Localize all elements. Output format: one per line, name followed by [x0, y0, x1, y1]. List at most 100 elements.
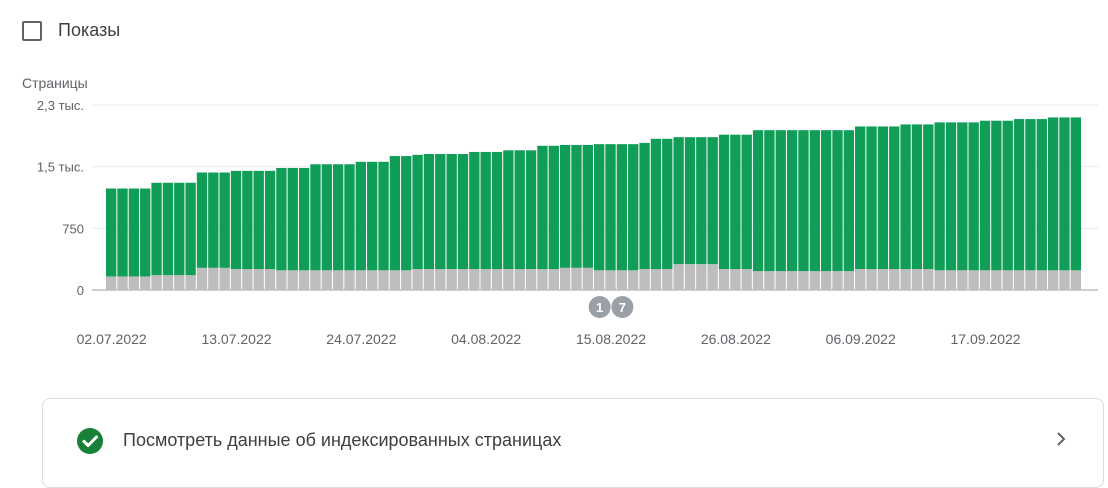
bar-segment-indexed [786, 130, 798, 272]
bar-segment-indexed [117, 188, 128, 277]
bar-segment-not-indexed [219, 267, 230, 290]
bar-segment-indexed [242, 170, 253, 270]
bar-segment-indexed [230, 170, 242, 270]
bar-segment-indexed [457, 154, 469, 270]
bar-segment-indexed [957, 122, 968, 271]
bar-segment-indexed [310, 164, 321, 271]
bar-segment-indexed [775, 130, 786, 272]
bar-segment-indexed [1070, 117, 1081, 271]
bar-segment-not-indexed [503, 269, 514, 290]
bar-segment-indexed [650, 138, 662, 270]
bar-segment-indexed [469, 151, 480, 270]
bar-segment-indexed [741, 134, 752, 270]
bar-segment-not-indexed [741, 269, 752, 290]
bar-segment-indexed [571, 144, 582, 268]
bar-segment-not-indexed [764, 271, 775, 290]
bar-segment-indexed [355, 161, 367, 271]
bar-segment-indexed [264, 170, 276, 270]
bar-segment-indexed [798, 130, 809, 272]
x-tick-label: 15.08.2022 [576, 331, 646, 347]
bar-segment-indexed [321, 164, 332, 271]
bar-segment-not-indexed [332, 270, 344, 290]
bar-segment-indexed [752, 130, 764, 272]
bar-segment-not-indexed [752, 271, 764, 290]
bar-segment-not-indexed [151, 275, 162, 290]
indexed-pages-link-card[interactable]: Посмотреть данные об индексированных стр… [42, 398, 1104, 488]
bar-segment-not-indexed [253, 269, 264, 290]
bar-segment-indexed [991, 120, 1002, 271]
bar-segment-indexed [820, 130, 832, 272]
bar-segment-not-indexed [559, 267, 571, 290]
bar-segment-not-indexed [423, 269, 435, 290]
annotation-marker[interactable] [588, 296, 611, 318]
bar-segment-not-indexed [1013, 270, 1025, 290]
impressions-checkbox[interactable] [22, 20, 42, 41]
bar-segment-indexed [276, 167, 287, 271]
bar-segment-indexed [298, 167, 310, 271]
y-tick-label: 0 [77, 283, 84, 298]
bar-segment-indexed [616, 144, 628, 271]
bar-segment-not-indexed [480, 269, 491, 290]
bar-segment-not-indexed [855, 269, 866, 290]
chevron-right-icon[interactable] [1051, 429, 1071, 449]
bar-segment-indexed [889, 126, 900, 270]
bar-segment-indexed [128, 188, 140, 277]
bar-segment-indexed [525, 150, 537, 270]
bar-segment-not-indexed [106, 276, 117, 290]
bar-segment-not-indexed [298, 270, 310, 290]
bar-segment-indexed [1002, 120, 1013, 271]
bar-segment-not-indexed [934, 270, 945, 290]
bar-segment-indexed [911, 124, 923, 270]
bar-segment-indexed [639, 142, 650, 270]
bar-segment-indexed [900, 124, 911, 270]
indexed-pages-link-label: Посмотреть данные об индексированных стр… [123, 430, 562, 450]
x-tick-label: 17.09.2022 [950, 331, 1020, 347]
bar-segment-indexed [140, 188, 151, 277]
bar-segment-not-indexed [208, 267, 219, 290]
y-tick-label: 750 [62, 221, 84, 236]
bar-segment-not-indexed [696, 264, 707, 290]
bar-segment-not-indexed [196, 267, 208, 290]
bar-segment-not-indexed [628, 270, 639, 290]
x-axis-labels: 02.07.2022 13.07.2022 24.07.2022 04.08.2022… [77, 331, 1021, 347]
bar-segment-indexed [843, 130, 855, 272]
bar-segment-not-indexed [979, 270, 991, 290]
bar-segment-not-indexed [412, 269, 423, 290]
bar-segment-indexed [548, 145, 559, 270]
bar-segment-indexed [605, 144, 616, 271]
bar-segment-indexed [594, 144, 605, 271]
y-tick-label: 1,5 тыс. [37, 160, 84, 175]
bar-segment-not-indexed [1070, 270, 1081, 290]
y-tick-label: 2,3 тыс. [37, 98, 84, 113]
impressions-toggle[interactable]: Показы [22, 20, 120, 41]
bar-segment-not-indexed [843, 271, 855, 290]
bar-segment-not-indexed [832, 271, 843, 290]
bar-segment-indexed [196, 172, 208, 268]
bar-segment-not-indexed [185, 275, 196, 290]
bar-segment-not-indexed [718, 269, 730, 290]
x-tick-label: 24.07.2022 [326, 331, 396, 347]
bar-segment-indexed [684, 137, 696, 265]
x-tick-label: 06.09.2022 [826, 331, 896, 347]
bar-segment-not-indexed [469, 269, 480, 290]
bar-segment-indexed [809, 130, 820, 272]
bar-segment-indexed [162, 182, 174, 276]
bar-segment-not-indexed [582, 267, 593, 290]
bar-segment-not-indexed [378, 270, 389, 290]
bar-segment-not-indexed [820, 271, 832, 290]
bar-segment-indexed [287, 167, 298, 271]
bar-segment-indexed [537, 145, 548, 270]
bar-segment-indexed [412, 154, 423, 270]
bar-segment-indexed [185, 182, 196, 276]
bar-segment-not-indexed [1059, 270, 1070, 290]
bar-segment-indexed [923, 124, 934, 270]
bar-segment-indexed [877, 126, 889, 270]
bar-segment-not-indexed [264, 269, 276, 290]
bar-segment-not-indexed [446, 269, 457, 290]
annotation-marker[interactable] [611, 296, 634, 318]
bar-segment-not-indexed [128, 276, 140, 290]
y-axis-title: Страницы [22, 75, 88, 91]
bar-segment-indexed [367, 161, 378, 271]
bar-segment-not-indexed [287, 270, 298, 290]
